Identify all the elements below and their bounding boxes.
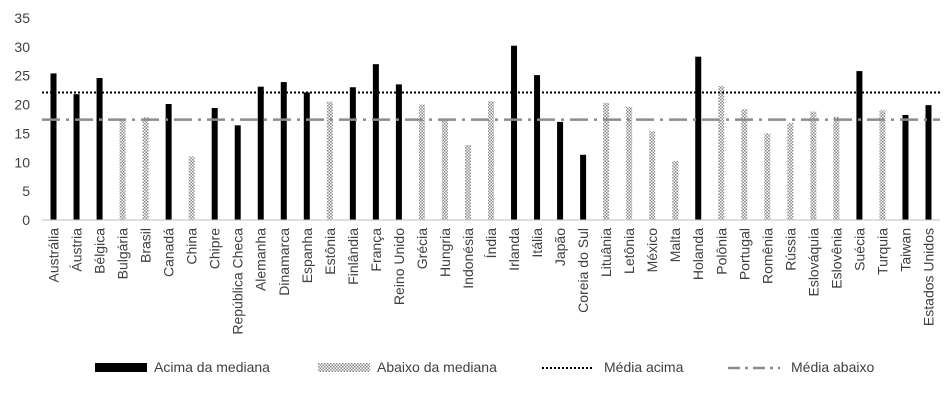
x-tick-label: França — [368, 228, 384, 272]
bar-acima — [165, 103, 172, 220]
y-tick-label: 20 — [14, 97, 30, 113]
bar-acima — [73, 94, 80, 220]
y-tick-label: 5 — [22, 183, 30, 199]
bar-abaixo — [810, 111, 817, 220]
x-tick-label: Chipre — [207, 228, 223, 269]
bar-acima — [856, 71, 863, 221]
y-tick-label: 15 — [14, 125, 30, 141]
x-tick-label: Romênia — [759, 228, 775, 284]
bar-acima — [234, 125, 241, 220]
bar-acima — [695, 56, 702, 220]
bar-acima — [211, 108, 218, 220]
x-tick-label: Irlanda — [506, 228, 522, 271]
x-tick-label: Bulgária — [115, 228, 131, 280]
y-axis: 0 5 10 15 20 25 30 35 — [14, 10, 30, 228]
x-axis: Austrália Áustria Bélgica Bulgária Brasil Can… — [42, 219, 940, 335]
bar-acima — [303, 92, 310, 220]
x-tick-label: Grécia — [414, 228, 430, 269]
bars — [50, 45, 932, 221]
bar-acima — [280, 82, 287, 220]
bar-abaixo — [188, 156, 195, 220]
x-tick-label: Portugal — [736, 228, 752, 280]
x-tick-label: Eslovênia — [828, 228, 844, 289]
bar-abaixo — [833, 116, 840, 220]
x-tick-label: Suécia — [851, 228, 867, 271]
bar-abaixo — [464, 144, 471, 220]
x-tick-label: Índia — [483, 228, 499, 259]
x-tick-label: Holanda — [690, 228, 706, 280]
bar-abaixo — [787, 123, 794, 220]
x-tick-label: Coreia do Sul — [575, 228, 591, 313]
bar-abaixo — [418, 104, 425, 220]
x-tick-label: Estônia — [322, 228, 338, 275]
bar-abaixo — [879, 110, 886, 220]
x-tick-label: Letônia — [621, 228, 637, 274]
x-tick-label: México — [644, 228, 660, 273]
bar-acima — [50, 73, 57, 220]
legend-label-media-abaixo: Média abaixo — [791, 359, 874, 375]
bar-abaixo — [441, 119, 448, 220]
bar-abaixo — [326, 101, 333, 220]
bar-abaixo — [142, 117, 149, 220]
bar-abaixo — [488, 101, 494, 220]
legend-swatch-acima — [95, 363, 147, 372]
bar-abaixo — [626, 106, 633, 220]
legend: Acima da mediana Abaixo da mediana Média a… — [95, 359, 874, 375]
x-tick-label: China — [184, 228, 200, 265]
x-tick-label: Bélgica — [92, 228, 108, 274]
y-tick-label: 0 — [22, 212, 30, 228]
legend-swatch-abaixo — [318, 363, 370, 372]
x-tick-label: Eslováquia — [805, 228, 821, 297]
x-tick-label: Rússia — [782, 228, 798, 271]
bar-acima — [925, 105, 932, 220]
bar-acima — [902, 114, 909, 220]
x-tick-label: Estados Unidos — [920, 228, 936, 326]
x-tick-label: Taiwan — [897, 228, 913, 272]
x-tick-label: Dinamarca — [276, 228, 292, 296]
legend-label-acima: Acima da mediana — [154, 359, 270, 375]
x-tick-label: Finlândia — [345, 228, 361, 285]
y-tick-label: 10 — [14, 154, 30, 170]
x-tick-label: Japão — [552, 228, 568, 266]
x-tick-label: Canadá — [161, 228, 177, 277]
bar-acima — [580, 154, 587, 220]
bar-acima — [372, 64, 379, 221]
x-tick-label: Indonésia — [460, 228, 476, 289]
x-tick-label: Áustria — [69, 228, 85, 272]
x-tick-label: Itália — [529, 228, 545, 258]
x-tick-label: Lituânia — [598, 228, 614, 277]
bar-abaixo — [672, 161, 679, 220]
bar-abaixo — [119, 120, 126, 220]
bar-acima — [534, 75, 541, 220]
x-tick-label: Turquia — [874, 228, 890, 275]
bar-abaixo — [764, 133, 771, 220]
x-tick-label: Espanha — [299, 228, 315, 283]
bar-acima — [257, 86, 264, 221]
legend-label-abaixo: Abaixo da mediana — [377, 359, 497, 375]
bar-abaixo — [603, 102, 610, 220]
bar-abaixo — [718, 86, 725, 220]
y-tick-label: 35 — [14, 10, 30, 26]
x-tick-label: República Checa — [230, 228, 246, 335]
bar-acima — [395, 84, 402, 220]
bar-abaixo — [741, 109, 748, 220]
x-tick-label: Alemanha — [253, 228, 269, 291]
x-tick-label: Polônia — [713, 228, 729, 275]
bar-acima — [557, 121, 564, 220]
x-tick-label: Brasil — [138, 228, 154, 263]
x-tick-label: Austrália — [46, 228, 62, 283]
x-tick-label: Reino Unido — [391, 228, 407, 305]
bar-acima — [511, 45, 518, 221]
y-tick-label: 30 — [14, 39, 30, 55]
legend-label-media-acima: Média acima — [604, 359, 684, 375]
bar-acima — [349, 87, 356, 220]
reference-lines — [42, 91, 940, 121]
y-tick-label: 25 — [14, 68, 30, 84]
x-tick-label: Malta — [667, 228, 683, 262]
bar-abaixo — [649, 131, 656, 220]
bar-acima — [96, 78, 103, 220]
x-tick-label: Hungria — [437, 228, 453, 277]
